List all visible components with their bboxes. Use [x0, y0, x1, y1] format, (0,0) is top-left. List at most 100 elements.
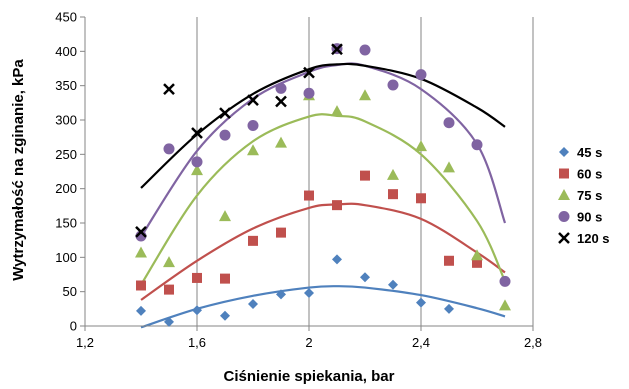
- data-point-75s: [331, 105, 343, 117]
- data-point-60s: [192, 272, 202, 283]
- data-point-60s: [360, 170, 370, 181]
- data-point-60s: [220, 273, 230, 284]
- data-point-45s: [388, 279, 398, 290]
- data-point-90s: [303, 87, 315, 99]
- data-point-90s: [191, 156, 203, 168]
- legend-marker-60s: [559, 168, 569, 179]
- data-point-90s: [247, 119, 259, 131]
- data-point-60s: [248, 235, 258, 246]
- x-marker-stroke: [191, 127, 203, 139]
- data-point-45s: [136, 305, 146, 316]
- legend-item-120s: 120 s: [558, 231, 610, 246]
- data-point-90s: [359, 44, 371, 56]
- data-points: [135, 43, 511, 327]
- legend: 45 s 60 s 75 s 90 s 120 s: [558, 145, 610, 246]
- y-tick-label: 150: [55, 216, 77, 231]
- data-point-45s: [248, 299, 258, 310]
- data-point-90s: [275, 82, 287, 94]
- y-tick-label: 250: [55, 147, 77, 162]
- data-point-75s: [359, 89, 371, 101]
- data-point-60s: [164, 284, 174, 295]
- x-tick-label: 1,6: [188, 335, 206, 350]
- data-point-45s: [360, 272, 370, 283]
- data-point-45s: [444, 303, 454, 314]
- legend-label-75s: 75 s: [577, 188, 602, 203]
- data-point-120s: [191, 127, 203, 139]
- data-point-45s: [304, 288, 314, 299]
- y-tick-label: 50: [63, 284, 77, 299]
- data-point-45s: [332, 254, 342, 265]
- y-tick-label: 350: [55, 78, 77, 93]
- x-marker-stroke: [219, 107, 231, 120]
- x-tick-labels: 1,2 1,6 2 2,4 2,8: [76, 335, 542, 350]
- data-point-90s: [499, 275, 511, 287]
- x-marker-stroke: [558, 232, 570, 244]
- x-tick-label: 2,8: [524, 335, 542, 350]
- data-point-60s: [416, 193, 426, 204]
- data-point-75s: [219, 210, 231, 222]
- data-point-75s: [163, 256, 175, 268]
- x-tick-label: 1,2: [76, 335, 94, 350]
- legend-marker-90s: [558, 211, 570, 222]
- data-point-120s: [303, 66, 315, 79]
- data-point-120s: [135, 226, 147, 238]
- legend-item-75s: 75 s: [558, 188, 602, 203]
- y-axis-title: Wytrzymałość na zginanie, kPa: [10, 59, 27, 281]
- y-tick-label: 450: [55, 10, 77, 25]
- trend-line-45s: [140, 285, 506, 329]
- legend-marker-45s: [559, 147, 569, 157]
- legend-marker-75s: [558, 189, 570, 200]
- y-tick-label: 300: [55, 113, 77, 128]
- legend-item-90s: 90 s: [558, 210, 602, 225]
- legend-label-60s: 60 s: [577, 167, 602, 182]
- data-point-120s: [275, 95, 287, 108]
- data-point-75s: [443, 161, 455, 173]
- legend-label-120s: 120 s: [577, 231, 610, 246]
- data-point-45s: [192, 305, 202, 316]
- trend-line-120s: [140, 62, 506, 189]
- legend-item-60s: 60 s: [559, 167, 602, 182]
- data-point-75s: [415, 140, 427, 152]
- data-point-60s: [332, 200, 342, 211]
- data-point-75s: [387, 168, 399, 180]
- data-point-90s: [219, 129, 231, 141]
- x-axis-title: Ciśnienie spiekania, bar: [224, 368, 395, 385]
- y-tick-label: 400: [55, 44, 77, 59]
- data-point-75s: [135, 246, 147, 258]
- data-point-60s: [304, 190, 314, 201]
- data-point-60s: [136, 280, 146, 291]
- data-point-45s: [220, 310, 230, 321]
- x-marker-stroke: [275, 95, 287, 108]
- legend-label-90s: 90 s: [577, 210, 602, 225]
- data-point-120s: [247, 94, 259, 106]
- data-point-90s: [163, 143, 175, 155]
- x-tick-label: 2,4: [412, 335, 430, 350]
- legend-item-45s: 45 s: [559, 145, 602, 160]
- data-point-45s: [276, 289, 286, 300]
- data-point-60s: [276, 227, 286, 238]
- data-point-75s: [471, 249, 483, 261]
- data-point-75s: [191, 164, 203, 176]
- y-tick-label: 200: [55, 181, 77, 196]
- legend-marker-120s: [558, 232, 570, 244]
- data-point-60s: [472, 257, 482, 268]
- axes: [80, 16, 534, 331]
- data-point-90s: [415, 69, 427, 81]
- data-point-120s: [219, 107, 231, 120]
- legend-label-45s: 45 s: [577, 145, 602, 160]
- x-marker-stroke: [247, 94, 259, 106]
- x-tick-label: 2: [305, 335, 312, 350]
- x-marker-stroke: [135, 226, 147, 238]
- data-point-90s: [471, 139, 483, 151]
- data-point-90s: [443, 117, 455, 129]
- data-point-120s: [163, 83, 175, 95]
- x-marker-stroke: [163, 83, 175, 95]
- data-point-75s: [247, 144, 259, 156]
- data-point-60s: [388, 189, 398, 200]
- y-tick-label: 100: [55, 250, 77, 265]
- y-tick-label: 0: [70, 319, 77, 334]
- data-point-90s: [387, 79, 399, 91]
- data-point-45s: [164, 316, 174, 327]
